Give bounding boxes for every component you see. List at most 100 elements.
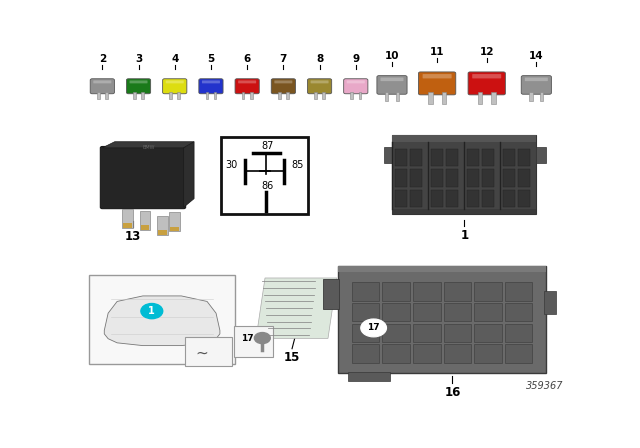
Text: 86: 86 — [261, 181, 274, 191]
FancyBboxPatch shape — [235, 79, 259, 94]
Bar — [286, 91, 289, 99]
Text: 17: 17 — [241, 334, 254, 343]
Bar — [431, 169, 443, 186]
Text: 5: 5 — [207, 54, 214, 64]
Bar — [352, 282, 380, 301]
Bar — [410, 190, 422, 207]
Text: BMW: BMW — [142, 145, 155, 150]
Bar — [214, 91, 216, 99]
FancyBboxPatch shape — [127, 79, 150, 94]
Bar — [97, 91, 100, 99]
Bar — [444, 323, 471, 342]
Text: 7: 7 — [280, 54, 287, 64]
Bar — [431, 149, 443, 166]
FancyBboxPatch shape — [392, 135, 536, 214]
Bar — [444, 303, 471, 322]
Bar — [348, 372, 390, 382]
FancyBboxPatch shape — [310, 81, 328, 83]
Text: 1: 1 — [460, 228, 468, 241]
Bar — [392, 135, 536, 142]
Bar — [352, 345, 380, 363]
Bar — [467, 169, 479, 186]
Bar — [544, 290, 556, 314]
Bar — [323, 279, 339, 309]
Bar — [467, 190, 479, 207]
Circle shape — [361, 319, 387, 337]
Bar — [444, 345, 471, 363]
Bar — [185, 336, 232, 366]
Bar — [447, 149, 458, 166]
Bar — [89, 275, 236, 364]
Text: 8: 8 — [316, 54, 323, 64]
Bar — [413, 303, 440, 322]
Bar — [351, 91, 353, 99]
Polygon shape — [256, 278, 337, 338]
Bar — [395, 149, 407, 166]
Bar — [338, 266, 547, 272]
Text: 4: 4 — [171, 54, 179, 64]
Text: 11: 11 — [430, 47, 444, 56]
Bar — [540, 92, 543, 101]
Polygon shape — [104, 296, 220, 345]
Polygon shape — [184, 142, 194, 207]
Bar — [205, 91, 208, 99]
Text: 6: 6 — [244, 54, 251, 64]
Bar — [278, 91, 280, 99]
Text: 13: 13 — [125, 230, 141, 243]
Bar — [474, 345, 502, 363]
Circle shape — [141, 303, 163, 319]
Bar — [483, 169, 495, 186]
Bar — [505, 345, 532, 363]
Bar — [536, 147, 546, 163]
Bar — [105, 91, 108, 99]
Bar — [140, 211, 150, 230]
Bar — [141, 91, 144, 99]
Text: 87: 87 — [261, 141, 274, 151]
FancyBboxPatch shape — [307, 79, 332, 94]
FancyBboxPatch shape — [100, 146, 186, 209]
FancyBboxPatch shape — [271, 79, 296, 94]
Circle shape — [254, 332, 270, 344]
Bar — [413, 345, 440, 363]
Bar — [444, 282, 471, 301]
Bar — [467, 149, 479, 166]
Bar — [396, 92, 399, 101]
Bar — [338, 266, 547, 373]
Text: 1: 1 — [148, 306, 155, 316]
Bar — [385, 92, 388, 101]
Bar — [483, 149, 495, 166]
FancyBboxPatch shape — [90, 79, 115, 94]
Text: ~: ~ — [195, 345, 208, 360]
FancyBboxPatch shape — [419, 72, 456, 95]
Bar — [141, 225, 149, 230]
Text: 15: 15 — [284, 352, 300, 365]
Text: 12: 12 — [479, 47, 494, 56]
Bar — [323, 91, 325, 99]
FancyBboxPatch shape — [381, 78, 403, 81]
Bar — [431, 190, 443, 207]
FancyBboxPatch shape — [166, 81, 184, 83]
Text: 17: 17 — [367, 323, 380, 332]
Bar — [250, 91, 253, 99]
FancyBboxPatch shape — [129, 81, 148, 83]
Bar — [529, 92, 532, 101]
Bar — [474, 323, 502, 342]
Bar — [382, 303, 410, 322]
Bar — [133, 91, 136, 99]
Bar — [382, 345, 410, 363]
FancyBboxPatch shape — [163, 79, 187, 94]
FancyBboxPatch shape — [238, 81, 256, 83]
Bar — [410, 169, 422, 186]
Bar — [157, 216, 168, 235]
Polygon shape — [102, 142, 194, 148]
Bar — [352, 303, 380, 322]
FancyBboxPatch shape — [275, 81, 292, 83]
Text: 3: 3 — [135, 54, 142, 64]
Bar — [352, 323, 380, 342]
Bar — [221, 137, 308, 214]
FancyBboxPatch shape — [347, 81, 365, 83]
FancyBboxPatch shape — [93, 81, 111, 83]
FancyBboxPatch shape — [422, 74, 452, 78]
Text: 14: 14 — [529, 51, 543, 60]
Bar — [503, 149, 515, 166]
